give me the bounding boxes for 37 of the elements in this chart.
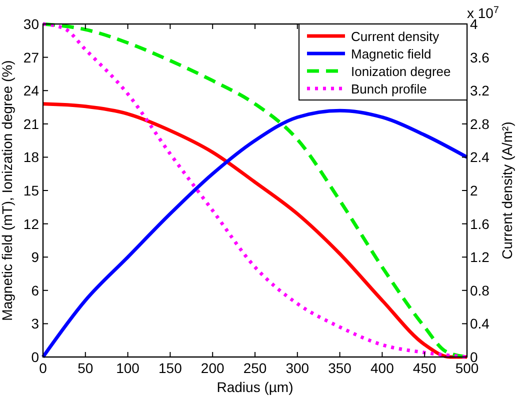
y-tick-label: 3 [31,316,40,332]
y-tick-label: 0 [31,349,40,365]
y2-tick-label: 2 [470,182,478,198]
legend-label: Ionization degree [351,64,451,79]
y2-tick-label: 2.4 [470,149,490,166]
y2-axis-title: Current density (A/m²) [499,122,515,260]
line-series [41,22,469,359]
y-tick-label: 12 [23,216,40,232]
y2-tick-label: 1.6 [470,216,490,232]
legend-label: Current density [351,29,440,44]
x-axis-title: Radius (µm) [216,379,294,395]
y-axis-title: Magnetic field (mT), Ionization degree (%) [0,60,15,321]
y-tick-label: 27 [23,49,40,66]
x-tick-label: 150 [158,360,182,376]
y2-tick-label: 2.8 [470,116,490,132]
y-tick-label: 24 [23,82,40,99]
y2-tick-label: 0.8 [470,282,490,298]
x-tick-label: 450 [412,360,436,376]
y-tick-label: 30 [23,16,40,32]
legend-label: Magnetic field [351,46,432,62]
y2-tick-label: 1.2 [470,249,490,266]
y2-tick-label: 0.4 [470,316,490,332]
x-tick-label: 400 [370,360,394,376]
x-tick-label: 350 [328,360,352,376]
y-tick-label: 6 [31,282,40,298]
y-tick-label: 9 [31,249,40,266]
y-tick-label: 15 [23,182,40,198]
y2-tick-label: 3.2 [470,82,490,99]
x-tick-label: 300 [286,360,310,376]
y-tick-label: 18 [23,149,40,166]
y-tick-label: 21 [23,116,40,132]
x-tick-label: 250 [243,360,267,376]
legend-label: Bunch profile [351,82,427,96]
y2-tick-label: 3.6 [470,49,490,66]
x-tick-label: 200 [200,360,224,376]
x-tick-label: 50 [78,360,94,376]
x-tick-label: 100 [116,360,140,376]
